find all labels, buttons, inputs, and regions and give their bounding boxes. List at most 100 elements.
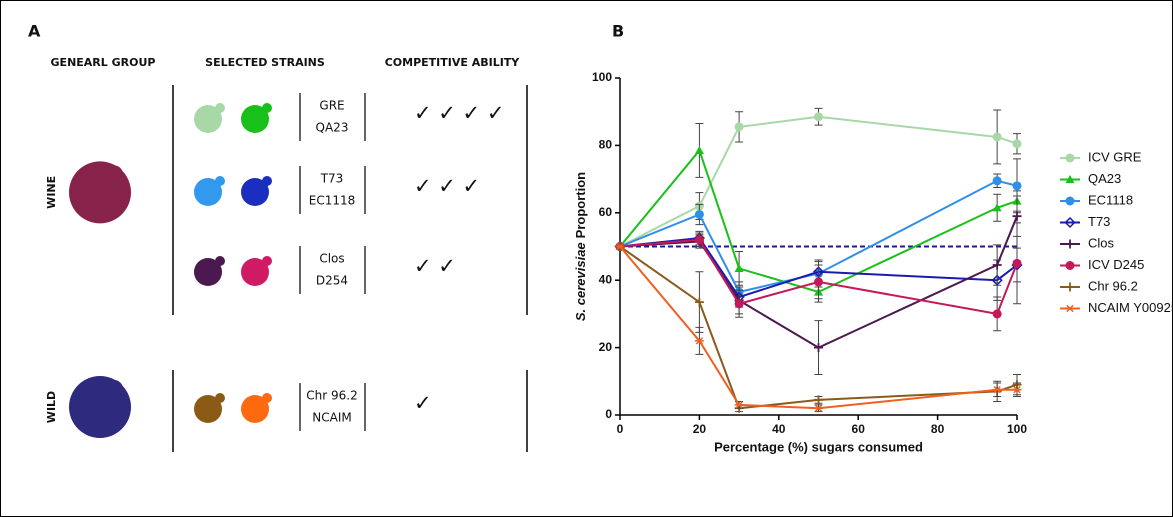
series-line (619, 215, 1018, 349)
marker (1064, 216, 1076, 229)
x-tick-label: 20 (693, 422, 707, 436)
strain-cell (194, 105, 222, 133)
strain-bud (215, 103, 225, 113)
competitive-ability: ✓ ✓ ✓ ✓ (414, 101, 504, 125)
y-tick-label: 0 (605, 407, 612, 421)
legend-label: Chr 96.2 (1088, 278, 1138, 293)
legend-label: T73 (1088, 214, 1110, 229)
y-tick-label: 60 (599, 205, 613, 219)
strain-bud (215, 176, 225, 186)
x-tick-label: 60 (852, 422, 866, 436)
marker (1012, 181, 1022, 191)
y-tick-label: 80 (599, 138, 613, 152)
strain-cell (241, 105, 269, 133)
marker (1065, 153, 1075, 163)
strain-name: GRE (319, 99, 344, 113)
competitive-ability: ✓ ✓ ✓ (414, 174, 480, 198)
strain-bud (262, 256, 272, 266)
y-tick-label: 100 (592, 70, 612, 84)
marker (615, 242, 625, 251)
strain-cell (241, 178, 269, 206)
panel-label: A (28, 22, 41, 41)
strain-cell (241, 395, 269, 423)
marker (992, 132, 1002, 142)
marker (1065, 282, 1075, 292)
legend-label: ICV GRE (1088, 149, 1142, 164)
strain-bud (215, 256, 225, 266)
marker (992, 260, 1002, 270)
y-axis-label: S. cerevisiae Proportion (573, 172, 588, 321)
series-line (619, 238, 1018, 316)
marker (814, 112, 823, 122)
series-line (619, 148, 1018, 294)
marker (1065, 261, 1075, 270)
marker (694, 297, 704, 307)
strain-cell (194, 178, 222, 206)
strain-bud (262, 393, 272, 403)
marker (814, 343, 823, 353)
strain-name: EC1118 (309, 194, 356, 208)
competitive-ability: ✓ ✓ (414, 254, 456, 278)
marker (1012, 258, 1022, 268)
marker (814, 404, 823, 412)
marker (992, 203, 1002, 212)
marker (1065, 175, 1075, 184)
marker (814, 277, 823, 287)
marker (814, 395, 823, 405)
x-tick-label: 100 (1007, 422, 1027, 436)
strain-bud (215, 393, 225, 403)
legend-label: QA23 (1088, 171, 1121, 186)
strain-name: Chr 96.2 (306, 389, 357, 403)
group-bud (105, 380, 123, 398)
legend-label: ICV D245 (1088, 257, 1144, 272)
strain-bud (262, 176, 272, 186)
legend-label: NCAIM Y00925 (1088, 300, 1173, 315)
strain-cell (241, 258, 269, 286)
strain-name: NCAIM (312, 411, 351, 425)
y-axis-label-rest: Proportion (573, 172, 588, 238)
x-tick-label: 40 (772, 422, 786, 436)
x-axis-label: Percentage (%) sugars consumed (714, 439, 923, 454)
strain-name: D254 (316, 274, 348, 288)
marker (1065, 196, 1075, 206)
column-header: COMPETITIVE ABILITY (385, 56, 521, 69)
column-header: GENEARL GROUP (51, 56, 156, 69)
marker (992, 176, 1002, 186)
x-tick-label: 0 (617, 422, 624, 436)
legend-label: EC1118 (1088, 192, 1133, 207)
competitive-ability: ✓ (414, 391, 432, 415)
strain-name: T73 (320, 172, 344, 186)
strain-name: QA23 (316, 121, 349, 135)
group-name: WINE (45, 176, 58, 209)
series-line (619, 237, 1018, 299)
strain-bud (262, 103, 272, 113)
x-tick-label: 80 (931, 422, 945, 436)
strain-name: Clos (319, 252, 344, 266)
panel-label: B (612, 22, 624, 41)
column-header: SELECTED STRAINS (205, 56, 325, 69)
marker (992, 386, 1002, 394)
marker (1065, 304, 1075, 313)
marker (734, 122, 744, 132)
marker (734, 263, 744, 273)
group-bud (105, 165, 123, 184)
y-tick-label: 40 (599, 272, 613, 286)
strain-cell (194, 258, 222, 286)
marker (694, 235, 704, 245)
marker (734, 401, 744, 409)
marker (1012, 139, 1022, 149)
strain-cell (194, 395, 222, 423)
marker (734, 299, 744, 309)
marker (1012, 211, 1022, 221)
marker (1012, 386, 1022, 394)
marker (694, 145, 704, 155)
marker (694, 337, 704, 345)
y-tick-label: 20 (599, 340, 613, 354)
legend-label: Clos (1088, 235, 1115, 250)
marker (992, 309, 1002, 319)
group-name: WILD (45, 391, 58, 423)
y-axis-label-species: S. cerevisiae (573, 242, 588, 321)
marker (1065, 239, 1075, 249)
marker (694, 209, 704, 219)
